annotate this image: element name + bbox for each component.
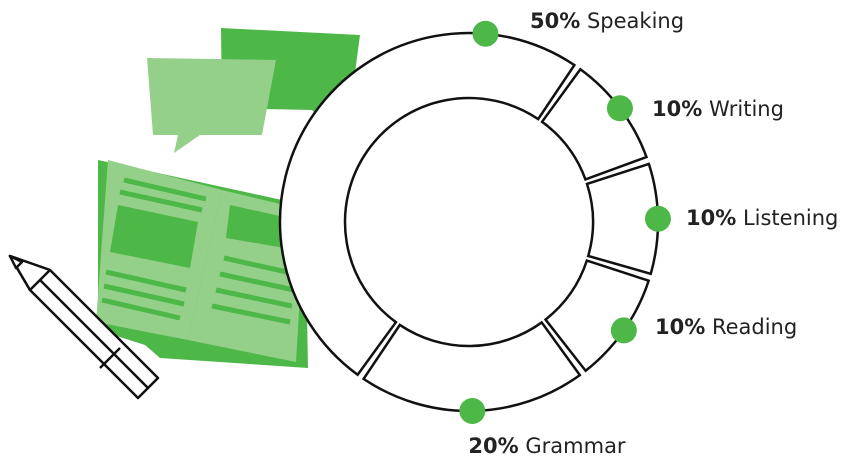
label-dot: [459, 398, 485, 424]
percent-label: 10%: [652, 97, 702, 121]
category-label: Writing: [709, 97, 784, 121]
speech-bubble: [147, 58, 276, 153]
label-dot: [607, 95, 633, 121]
label-dot: [611, 317, 637, 343]
label-dot: [472, 21, 498, 47]
percent-label: 20%: [468, 434, 518, 458]
category-label: Speaking: [587, 9, 684, 33]
percent-label: 10%: [686, 206, 736, 230]
segment-label: 10% Reading: [655, 315, 797, 339]
donut-segment: [364, 322, 580, 411]
segment-label: 10% Listening: [686, 206, 838, 230]
category-label: Grammar: [525, 434, 626, 458]
percent-label: 50%: [530, 9, 580, 33]
segment-label: 20% Grammar: [468, 434, 626, 458]
page: 50% Speaking10% Writing10% Listening10% …: [0, 0, 849, 462]
category-label: Listening: [743, 206, 838, 230]
chart: 50% Speaking10% Writing10% Listening10% …: [0, 0, 849, 462]
label-dot: [645, 206, 671, 232]
segment-label: 50% Speaking: [530, 9, 684, 33]
segment-label: 10% Writing: [652, 97, 784, 121]
category-label: Reading: [712, 315, 797, 339]
percent-label: 10%: [655, 315, 705, 339]
